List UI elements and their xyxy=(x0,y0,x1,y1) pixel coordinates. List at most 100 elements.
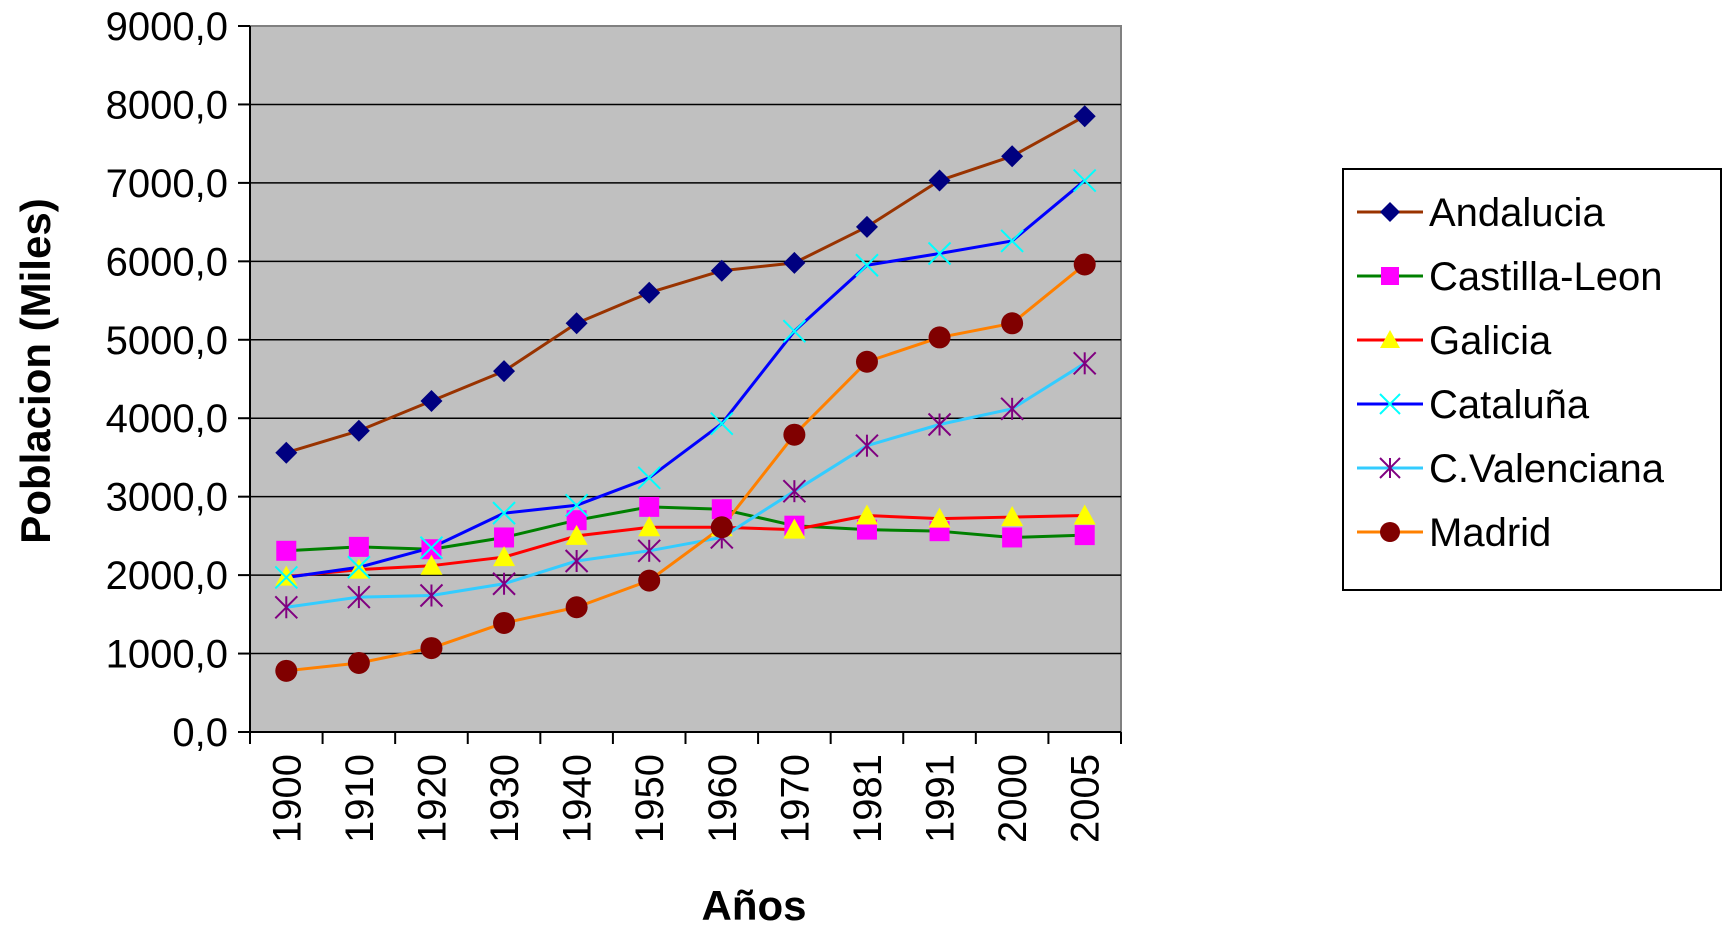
legend-label: C.Valenciana xyxy=(1429,447,1665,491)
data-point-andalucia xyxy=(855,215,878,238)
data-point-andalucia xyxy=(1001,145,1024,168)
data-point-c-valenciana xyxy=(347,585,371,609)
data-point-castilla-leon xyxy=(1074,525,1095,546)
y-tick-labels: 0,0 1000,0 2000,0 3000,0 4000,0 5000,0 6000,0 7… xyxy=(106,5,228,755)
data-point-castilla-leon xyxy=(856,519,877,540)
data-point-c-valenciana xyxy=(1073,351,1097,376)
series-line-galicia xyxy=(286,513,1085,579)
data-point-galicia xyxy=(783,518,806,539)
data-point-andalucia xyxy=(565,312,588,335)
axes xyxy=(238,25,1122,744)
legend-entry-galicia: Galicia xyxy=(1357,319,1552,363)
data-point-madrid xyxy=(855,350,878,373)
x-tick-label: 2005 xyxy=(1064,754,1108,843)
series-line-c-valenciana xyxy=(286,362,1086,609)
data-point-c-valenciana xyxy=(855,433,879,458)
legend-label: Madrid xyxy=(1429,511,1551,555)
data-point-castilla-leon xyxy=(639,496,660,517)
data-point-catalu-a xyxy=(347,555,371,579)
data-point-c-valenciana xyxy=(492,572,516,596)
x-tick-label: 1970 xyxy=(773,754,817,843)
data-point-c-valenciana xyxy=(274,595,298,619)
data-point-castilla-leon xyxy=(494,527,515,548)
series-line-andalucia xyxy=(285,114,1086,455)
data-point-galicia xyxy=(275,565,298,586)
data-point-madrid xyxy=(1073,253,1096,276)
data-point-galicia xyxy=(928,507,951,528)
data-point-galicia xyxy=(565,524,588,545)
data-point-andalucia xyxy=(783,251,806,274)
data-point-andalucia xyxy=(710,259,733,282)
data-point-c-valenciana xyxy=(1000,397,1024,421)
legend-entry-c-valenciana: C.Valenciana xyxy=(1357,447,1665,491)
x-tick-label: 1991 xyxy=(919,754,963,843)
data-point-catalu-a xyxy=(1073,168,1097,193)
legend-marker xyxy=(1379,393,1401,415)
x-axis-title: Años xyxy=(702,882,807,929)
data-point-madrid xyxy=(565,596,588,619)
x-tick-label: 1981 xyxy=(846,754,890,843)
x-tick-label: 1910 xyxy=(338,754,382,843)
legend-marker xyxy=(1379,457,1401,479)
x-tick-label: 1930 xyxy=(483,754,527,843)
data-point-c-valenciana xyxy=(927,412,952,437)
data-point-madrid xyxy=(928,326,951,349)
x-tick-labels: 1900 1910 1920 1930 1940 1950 1960 1970 1981 1991… xyxy=(265,754,1107,843)
data-point-andalucia xyxy=(638,281,661,304)
legend-label: Cataluña xyxy=(1429,383,1590,427)
y-tick-label: 0,0 xyxy=(172,711,228,755)
legend-label: Andalucia xyxy=(1429,191,1605,235)
y-tick-label: 3000,0 xyxy=(106,476,228,520)
data-point-catalu-a xyxy=(637,466,661,490)
data-point-andalucia xyxy=(1073,105,1096,128)
series-line-catalu-a xyxy=(286,179,1086,579)
data-point-galicia xyxy=(420,554,443,575)
data-point-madrid xyxy=(493,611,516,634)
data-point-catalu-a xyxy=(710,412,734,436)
data-point-catalu-a xyxy=(782,319,807,343)
data-point-galicia xyxy=(855,504,878,525)
x-tick-label: 2000 xyxy=(991,754,1035,843)
data-point-c-valenciana xyxy=(564,549,589,573)
data-point-catalu-a xyxy=(927,241,952,266)
data-point-castilla-leon xyxy=(276,540,297,561)
data-point-castilla-leon xyxy=(711,499,732,520)
legend-marker xyxy=(1380,522,1400,542)
y-axis-title: Poblacion (Miles) xyxy=(12,198,59,543)
x-tick-label: 1960 xyxy=(701,754,745,843)
plot-area xyxy=(249,25,1122,733)
series-markers xyxy=(274,105,1097,682)
data-point-castilla-leon xyxy=(421,539,442,560)
data-point-andalucia xyxy=(275,441,298,464)
series-line-madrid xyxy=(286,263,1086,673)
y-tick-label: 9000,0 xyxy=(106,5,228,49)
data-point-c-valenciana xyxy=(637,539,661,563)
legend-marker xyxy=(1381,267,1399,285)
x-tick-label: 1940 xyxy=(556,754,600,843)
data-point-andalucia xyxy=(928,169,951,192)
legend-marker xyxy=(1380,330,1400,348)
data-point-catalu-a xyxy=(274,565,298,590)
y-tick-label: 7000,0 xyxy=(106,162,228,206)
y-tick-label: 6000,0 xyxy=(106,240,228,284)
data-point-madrid xyxy=(638,569,661,592)
data-point-c-valenciana xyxy=(782,479,807,503)
legend-entry-madrid: Madrid xyxy=(1357,511,1551,555)
legend-entry-castilla-leon: Castilla-Leon xyxy=(1357,255,1662,299)
x-tick-label: 1900 xyxy=(265,754,309,843)
data-point-andalucia xyxy=(420,389,443,412)
legend-label: Galicia xyxy=(1429,319,1552,363)
data-point-catalu-a xyxy=(419,535,444,560)
data-point-galicia xyxy=(1001,506,1024,527)
y-tick-label: 2000,0 xyxy=(106,554,228,598)
legend-box xyxy=(1342,168,1722,591)
data-point-castilla-leon xyxy=(1002,527,1023,548)
data-point-catalu-a xyxy=(1000,229,1024,253)
x-tick-label: 1950 xyxy=(628,754,672,843)
series-lines xyxy=(285,114,1086,673)
data-point-andalucia xyxy=(493,360,516,383)
data-point-madrid xyxy=(1001,312,1024,335)
legend-entry-andalucia: Andalucia xyxy=(1357,191,1605,235)
y-tick-label: 1000,0 xyxy=(106,633,228,677)
